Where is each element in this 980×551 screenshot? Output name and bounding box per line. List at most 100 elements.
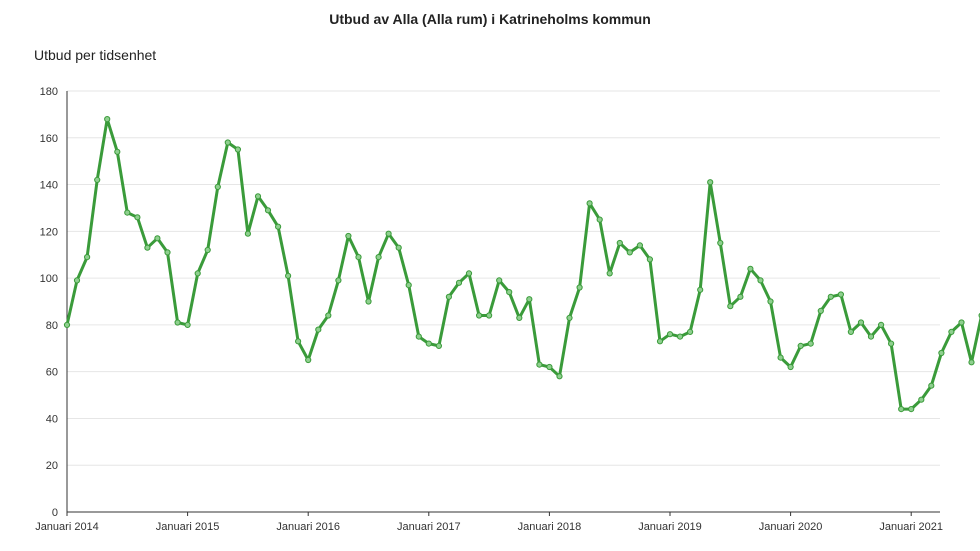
data-point[interactable] — [616, 239, 623, 247]
data-point[interactable] — [707, 179, 714, 186]
data-point[interactable] — [295, 338, 302, 345]
data-point[interactable] — [73, 277, 81, 284]
data-point[interactable] — [817, 307, 824, 314]
data-point[interactable] — [496, 277, 503, 284]
data-point[interactable] — [184, 321, 191, 328]
data-point[interactable] — [516, 314, 523, 321]
data-point[interactable] — [867, 333, 875, 340]
data-point[interactable] — [827, 293, 834, 300]
data-point[interactable] — [767, 298, 774, 305]
data-point[interactable] — [476, 312, 483, 319]
data-point[interactable] — [777, 354, 784, 361]
x-tick-label: Januari 2021 — [879, 521, 943, 533]
x-tick-labels: Januari 2014 Januari 2015 Januari 2016 Janu… — [35, 512, 943, 533]
data-point[interactable] — [717, 239, 724, 247]
data-point[interactable] — [335, 277, 342, 284]
data-point[interactable] — [254, 193, 262, 200]
data-point[interactable] — [847, 328, 855, 335]
data-point[interactable] — [656, 338, 664, 345]
data-point[interactable] — [365, 298, 372, 305]
data-point[interactable] — [666, 331, 674, 338]
data-point[interactable] — [737, 293, 744, 300]
data-point[interactable] — [164, 249, 171, 256]
y-tick-label: 60 — [46, 367, 58, 379]
y-tick-label: 140 — [40, 180, 58, 192]
data-point[interactable] — [526, 296, 533, 303]
x-tick-label: Januari 2019 — [638, 521, 702, 533]
data-point[interactable] — [968, 359, 975, 366]
data-point[interactable] — [244, 230, 251, 237]
data-point[interactable] — [415, 333, 422, 340]
data-point[interactable] — [797, 342, 804, 349]
data-point[interactable] — [194, 270, 201, 277]
data-point[interactable] — [646, 256, 654, 263]
data-point[interactable] — [918, 396, 925, 403]
data-point[interactable] — [727, 303, 734, 310]
y-tick-label: 100 — [40, 273, 58, 285]
data-point[interactable] — [958, 319, 965, 326]
data-point[interactable] — [224, 139, 231, 146]
data-point[interactable] — [375, 254, 382, 261]
data-point[interactable] — [345, 232, 352, 240]
data-point[interactable] — [697, 286, 704, 293]
data-point[interactable] — [857, 319, 865, 326]
data-point[interactable] — [787, 363, 794, 371]
data-point[interactable] — [928, 382, 935, 389]
data-point[interactable] — [486, 312, 493, 319]
data-point[interactable] — [536, 361, 543, 368]
data-point[interactable] — [104, 116, 111, 123]
data-point[interactable] — [677, 333, 684, 340]
data-point[interactable] — [94, 176, 101, 183]
data-point[interactable] — [938, 349, 945, 357]
data-point[interactable] — [576, 284, 583, 291]
data-point[interactable] — [948, 328, 955, 335]
data-point[interactable] — [596, 216, 603, 223]
data-point[interactable] — [626, 249, 633, 256]
data-point[interactable] — [385, 230, 392, 237]
data-point[interactable] — [435, 342, 442, 349]
data-point[interactable] — [214, 183, 221, 190]
data-point[interactable] — [264, 207, 272, 214]
data-point[interactable] — [878, 321, 885, 328]
data-point[interactable] — [204, 246, 211, 254]
data-point[interactable] — [425, 340, 432, 347]
data-point[interactable] — [898, 406, 905, 413]
data-point[interactable] — [908, 406, 915, 413]
data-point[interactable] — [445, 293, 452, 300]
data-point[interactable] — [405, 282, 412, 289]
data-point[interactable] — [355, 254, 362, 261]
data-point[interactable] — [506, 289, 513, 296]
data-point[interactable] — [124, 209, 131, 216]
data-point[interactable] — [63, 321, 71, 328]
data-point[interactable] — [687, 328, 694, 335]
data-point[interactable] — [275, 223, 282, 230]
data-point[interactable] — [174, 319, 181, 326]
x-tick-label: Januari 2015 — [156, 521, 220, 533]
data-point[interactable] — [234, 146, 241, 153]
data-point[interactable] — [556, 373, 563, 380]
data-point[interactable] — [837, 291, 845, 298]
data-point[interactable] — [114, 148, 121, 155]
data-point[interactable] — [606, 270, 613, 277]
data-point[interactable] — [455, 279, 463, 286]
data-point[interactable] — [757, 277, 764, 284]
data-point[interactable] — [566, 314, 573, 321]
data-point[interactable] — [546, 363, 553, 371]
x-tick-label: Januari 2018 — [518, 521, 582, 533]
data-point[interactable] — [465, 270, 473, 277]
data-point[interactable] — [747, 265, 754, 272]
data-point[interactable] — [888, 340, 895, 347]
data-point[interactable] — [84, 254, 91, 261]
data-point[interactable] — [315, 326, 322, 333]
data-point[interactable] — [144, 244, 151, 251]
data-point[interactable] — [134, 214, 141, 221]
data-point[interactable] — [395, 244, 402, 251]
data-point[interactable] — [807, 340, 814, 347]
data-point[interactable] — [285, 272, 292, 279]
data-point[interactable] — [636, 242, 644, 249]
data-point[interactable] — [325, 312, 332, 319]
data-point[interactable] — [154, 235, 161, 242]
data-point[interactable] — [305, 356, 312, 364]
data-point[interactable] — [586, 200, 593, 207]
